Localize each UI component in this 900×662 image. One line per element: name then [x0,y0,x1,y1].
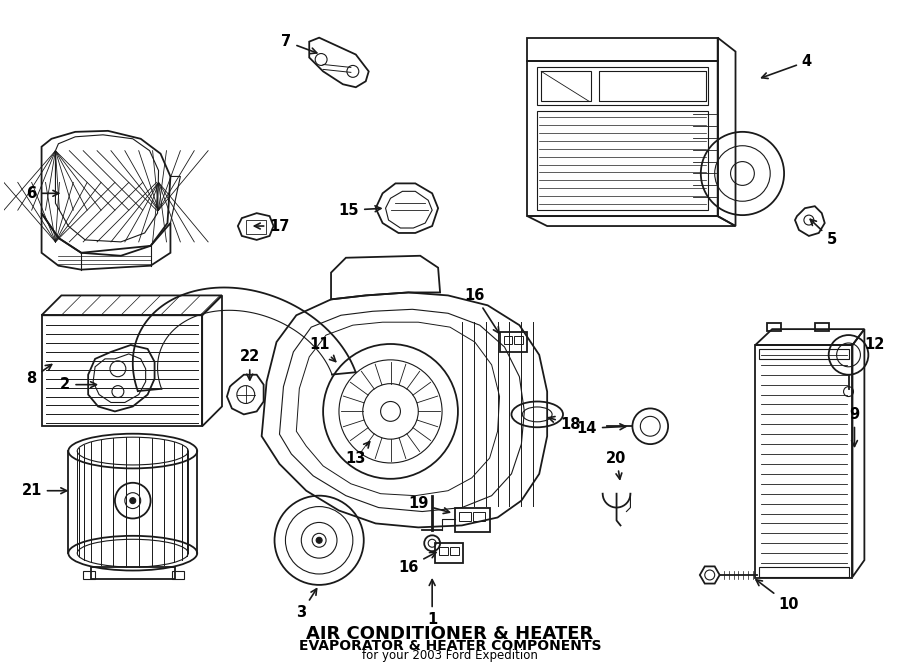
Bar [450,547,459,555]
Bar [537,111,707,210]
Text: 16: 16 [398,552,436,575]
Bar [41,315,202,426]
Text: 20: 20 [607,451,626,479]
Text: 9: 9 [850,407,859,446]
Text: for your 2003 Ford Expedition: for your 2003 Ford Expedition [362,649,538,662]
Text: 19: 19 [408,496,449,514]
Bar [541,71,590,101]
Bar [173,571,184,579]
Text: 1: 1 [427,580,437,627]
Bar [760,349,849,359]
Text: 6: 6 [27,186,58,201]
Bar [515,336,524,344]
Bar [455,508,490,532]
Bar [246,220,266,234]
Bar [435,544,463,563]
Bar [537,68,707,105]
Text: 18: 18 [549,416,581,432]
Text: 7: 7 [282,34,317,54]
Bar [598,71,706,101]
Bar [503,336,512,344]
Text: 5: 5 [810,219,837,248]
Bar [439,547,448,555]
Text: 14: 14 [577,421,625,436]
Circle shape [316,538,322,544]
Bar [500,332,527,352]
Text: 11: 11 [309,338,336,361]
Bar [459,512,471,522]
Bar [83,571,95,579]
Text: 15: 15 [338,203,381,218]
Text: 3: 3 [296,589,317,620]
Text: 12: 12 [864,338,885,352]
Bar [767,323,781,331]
Text: 8: 8 [26,365,51,386]
Text: 10: 10 [756,580,799,612]
Bar [91,567,176,579]
Text: 2: 2 [60,377,96,392]
Bar [760,567,849,577]
Bar [472,512,485,522]
Text: 13: 13 [346,442,370,465]
Text: AIR CONDITIONER & HEATER: AIR CONDITIONER & HEATER [306,626,594,643]
Bar [814,323,829,331]
Text: 17: 17 [255,218,290,234]
Text: 4: 4 [761,54,812,79]
Text: 21: 21 [22,483,67,498]
Circle shape [130,498,136,504]
Text: 22: 22 [239,350,260,380]
Text: 16: 16 [464,288,499,333]
Bar [755,345,852,578]
Text: EVAPORATOR & HEATER COMPONENTS: EVAPORATOR & HEATER COMPONENTS [299,639,601,653]
